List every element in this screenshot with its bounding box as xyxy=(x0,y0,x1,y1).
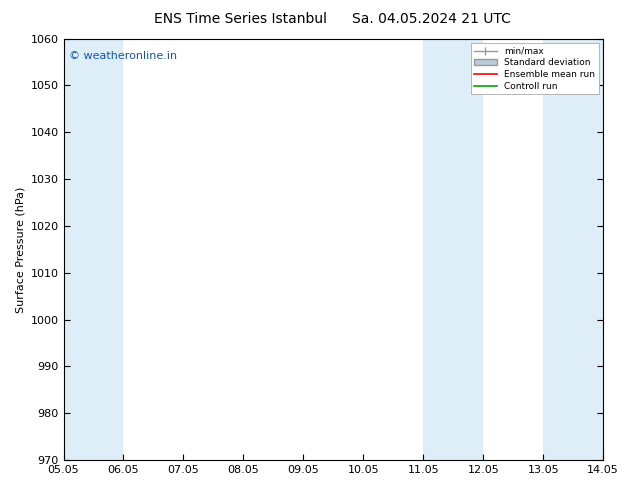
Bar xyxy=(543,39,633,460)
Bar xyxy=(424,39,483,460)
Bar xyxy=(63,39,124,460)
Text: Sa. 04.05.2024 21 UTC: Sa. 04.05.2024 21 UTC xyxy=(352,12,510,26)
Y-axis label: Surface Pressure (hPa): Surface Pressure (hPa) xyxy=(15,186,25,313)
Legend: min/max, Standard deviation, Ensemble mean run, Controll run: min/max, Standard deviation, Ensemble me… xyxy=(470,43,598,95)
Text: ENS Time Series Istanbul: ENS Time Series Istanbul xyxy=(155,12,327,26)
Text: © weatheronline.in: © weatheronline.in xyxy=(69,51,177,61)
